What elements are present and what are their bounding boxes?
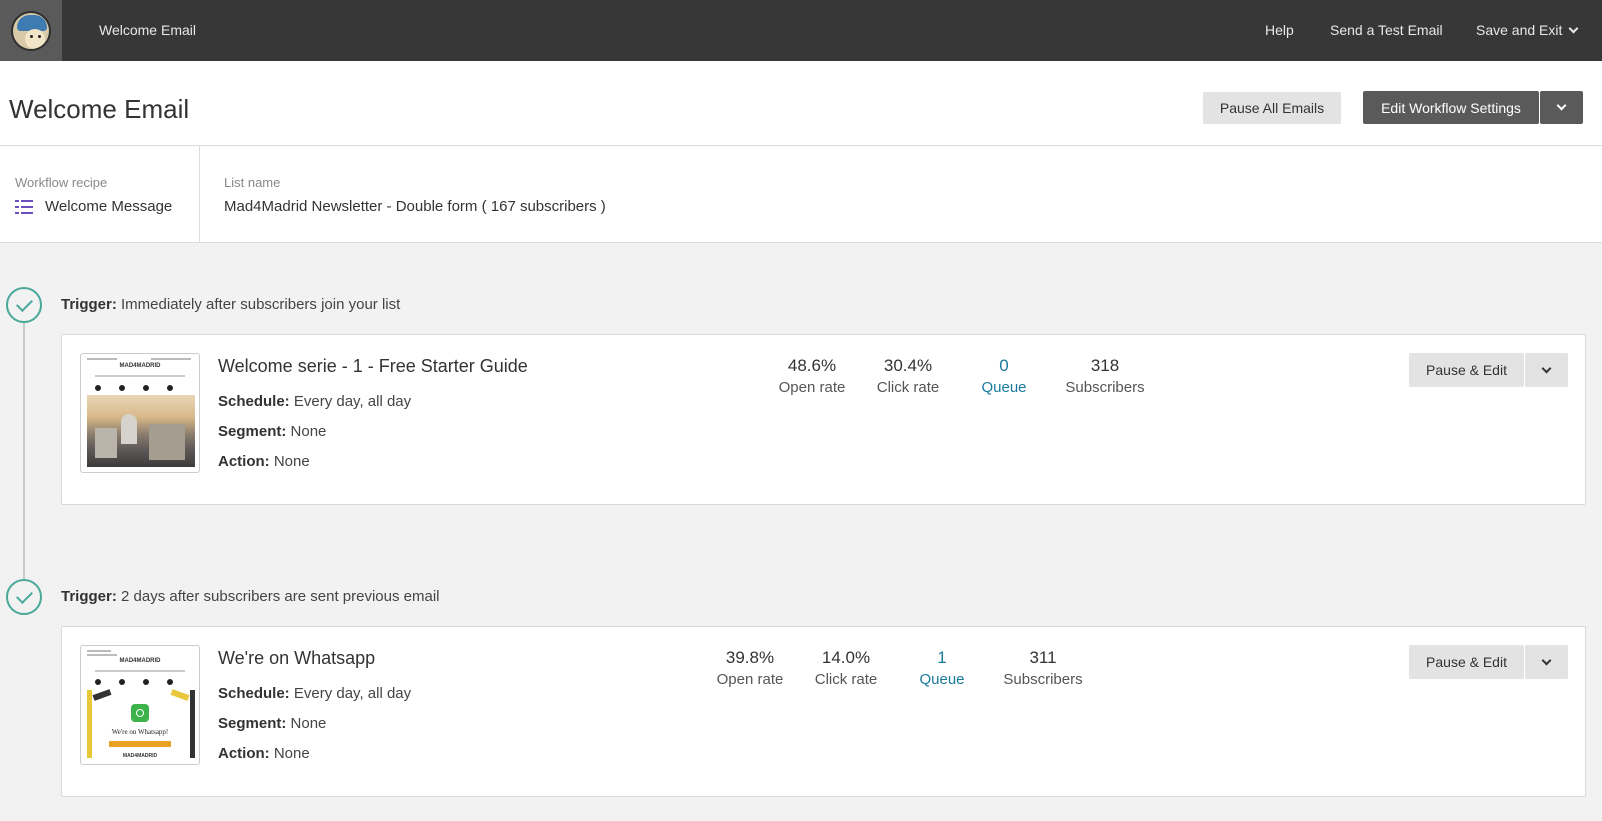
send-test-email-link[interactable]: Send a Test Email <box>1330 22 1443 38</box>
chevron-down-icon <box>1568 23 1579 34</box>
stat-value: 1 <box>937 648 947 667</box>
segment-value: None <box>290 715 327 732</box>
segment-line: Segment: None <box>218 423 326 440</box>
pause-and-edit-button[interactable]: Pause & Edit <box>1409 353 1524 387</box>
email-thumbnail[interactable]: MAD4MADRID <box>80 353 200 473</box>
schedule-value: Every day, all day <box>293 685 412 702</box>
email-title[interactable]: We're on Whatsapp <box>218 648 376 668</box>
check-circle-icon <box>6 579 42 615</box>
trigger-label: Trigger: <box>61 588 117 605</box>
divider <box>199 146 200 242</box>
help-link[interactable]: Help <box>1265 22 1294 38</box>
action-line: Action: None <box>218 745 310 762</box>
stat-value: 0 <box>999 356 1009 375</box>
pause-all-emails-button[interactable]: Pause All Emails <box>1203 92 1341 124</box>
trigger-description: Trigger: 2 days after subscribers are se… <box>61 588 440 605</box>
edit-workflow-settings-button[interactable]: Edit Workflow Settings <box>1363 91 1539 124</box>
segment-label: Segment: <box>218 715 287 732</box>
mailchimp-logo[interactable] <box>0 0 62 61</box>
email-options-dropdown-button[interactable] <box>1525 353 1568 387</box>
action-label: Action: <box>218 453 270 470</box>
click-rate-stat: 14.0% Click rate <box>796 648 896 688</box>
thumbnail-brand: MAD4MADRID <box>119 658 161 664</box>
trigger-label: Trigger: <box>61 296 117 313</box>
email-card: MAD4MADRID Welcome serie - 1 - Free Star… <box>61 334 1586 505</box>
trigger-text: Immediately after subscribers join your … <box>121 296 401 313</box>
pause-and-edit-button[interactable]: Pause & Edit <box>1409 645 1524 679</box>
chevron-down-icon <box>1541 655 1552 665</box>
list-icon <box>15 199 33 215</box>
page-title: Welcome Email <box>9 94 190 124</box>
list-name-label: List name <box>224 175 281 190</box>
action-value: None <box>273 453 310 470</box>
action-line: Action: None <box>218 453 310 470</box>
open-rate-stat: 39.8% Open rate <box>700 648 800 688</box>
thumbnail-headline: We're on Whatsapp! <box>111 728 169 736</box>
stat-label: Queue <box>919 671 965 688</box>
stat-label: Open rate <box>716 671 784 688</box>
schedule-label: Schedule: <box>218 685 290 702</box>
segment-line: Segment: None <box>218 715 326 732</box>
email-thumbnail[interactable]: MAD4MADRID We're on Whatsapp! MAD4MADRID <box>80 645 200 765</box>
open-rate-stat: 48.6% Open rate <box>762 356 862 396</box>
stat-value: 311 <box>1029 648 1057 667</box>
action-value: None <box>273 745 310 762</box>
trigger-description: Trigger: Immediately after subscribers j… <box>61 296 400 313</box>
page-header: Welcome Email Pause All Emails Edit Work… <box>0 61 1602 146</box>
check-circle-icon <box>6 287 42 323</box>
workflow-settings-dropdown-button[interactable] <box>1540 91 1583 124</box>
save-and-exit-label: Save and Exit <box>1476 22 1563 38</box>
queue-stat-link[interactable]: 1 Queue <box>892 648 992 688</box>
stat-label: Queue <box>981 379 1027 396</box>
stat-value: 318 <box>1090 356 1120 375</box>
top-navigation-bar: Welcome Email Help Send a Test Email Sav… <box>0 0 1602 61</box>
click-rate-stat: 30.4% Click rate <box>858 356 958 396</box>
email-card: MAD4MADRID We're on Whatsapp! MAD4MADRID… <box>61 626 1586 797</box>
stat-value: 39.8% <box>725 648 775 667</box>
workflow-info-panel: Workflow recipe Welcome Message List nam… <box>0 146 1602 243</box>
workflow-recipe-label: Workflow recipe <box>15 175 108 190</box>
subscribers-stat: 311 Subscribers <box>993 648 1093 688</box>
stat-label: Open rate <box>778 379 846 396</box>
whatsapp-banner <box>87 690 195 758</box>
thumbnail-footer-brand: MAD4MADRID <box>122 753 158 759</box>
timeline-connector <box>23 322 25 582</box>
schedule-label: Schedule: <box>218 393 290 410</box>
schedule-line: Schedule: Every day, all day <box>218 393 411 410</box>
schedule-line: Schedule: Every day, all day <box>218 685 411 702</box>
email-options-dropdown-button[interactable] <box>1525 645 1568 679</box>
subscribers-stat: 318 Subscribers <box>1055 356 1155 396</box>
stat-label: Subscribers <box>1065 379 1145 396</box>
trigger-text: 2 days after subscribers are sent previo… <box>121 588 440 605</box>
list-name-value: Mad4Madrid Newsletter - Double form ( 16… <box>224 198 606 215</box>
segment-value: None <box>290 423 327 440</box>
segment-label: Segment: <box>218 423 287 440</box>
freddie-monkey-icon <box>11 10 51 51</box>
chevron-down-icon <box>1556 100 1567 111</box>
workflow-recipe-value: Welcome Message <box>45 198 173 215</box>
stat-value: 30.4% <box>883 356 933 375</box>
stat-value: 14.0% <box>821 648 871 667</box>
chevron-down-icon <box>1541 363 1552 373</box>
schedule-value: Every day, all day <box>293 393 412 410</box>
save-and-exit-menu[interactable]: Save and Exit <box>1476 22 1579 38</box>
stat-label: Subscribers <box>1003 671 1083 688</box>
campaign-title: Welcome Email <box>99 22 196 38</box>
action-label: Action: <box>218 745 270 762</box>
queue-stat-link[interactable]: 0 Queue <box>954 356 1054 396</box>
stat-label: Click rate <box>876 379 940 396</box>
thumbnail-brand: MAD4MADRID <box>119 363 161 369</box>
email-title[interactable]: Welcome serie - 1 - Free Starter Guide <box>218 356 528 376</box>
stat-value: 48.6% <box>787 356 837 375</box>
stat-label: Click rate <box>814 671 878 688</box>
